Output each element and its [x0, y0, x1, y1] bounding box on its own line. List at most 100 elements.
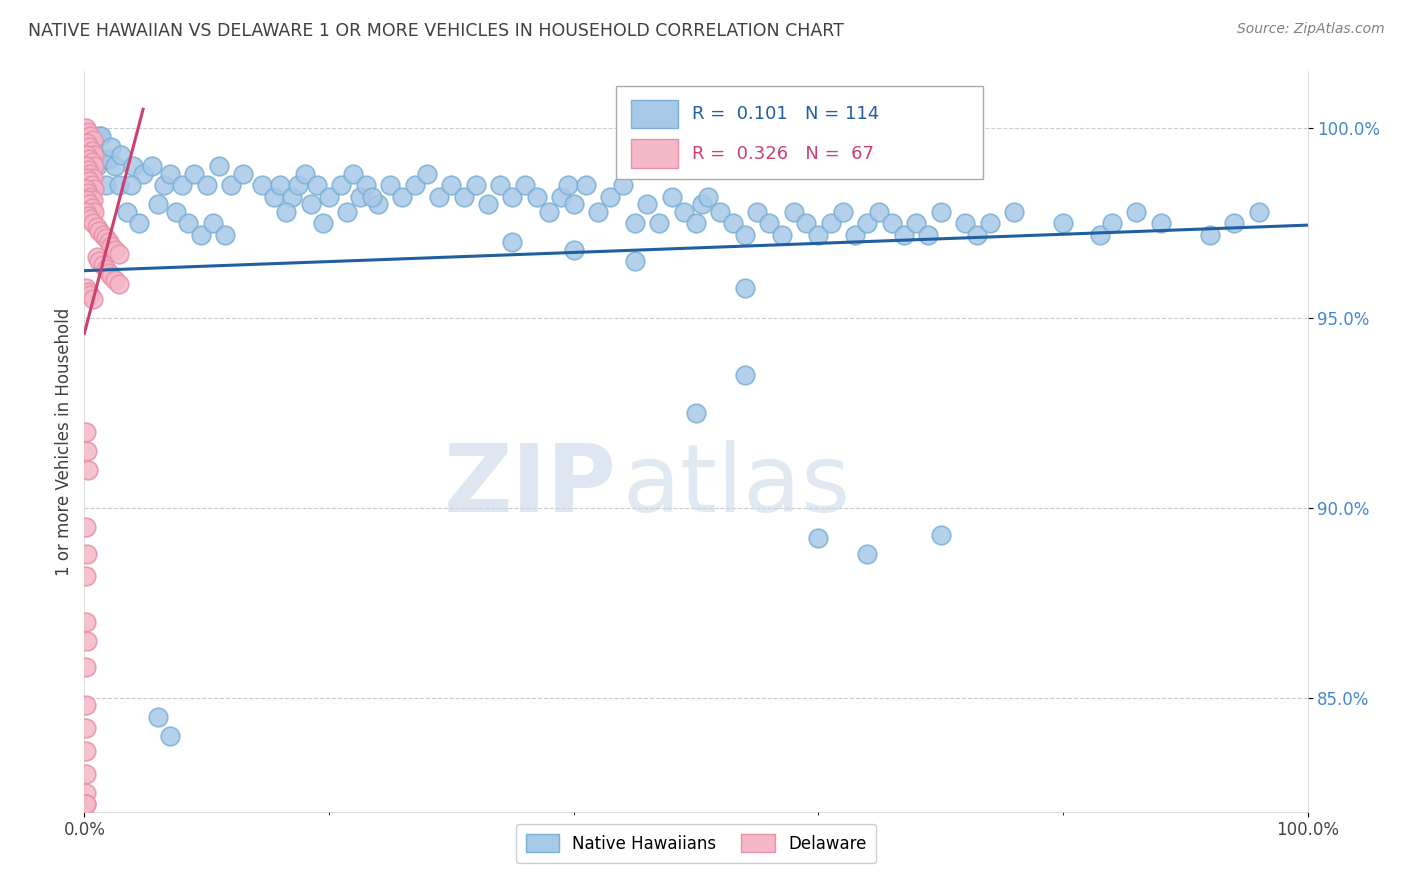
- Point: [330, 178, 353, 193]
- Point: [276, 204, 298, 219]
- Point: [76, 194, 98, 208]
- Point: [107, 178, 129, 193]
- Point: [1052, 216, 1074, 230]
- Point: [538, 204, 561, 219]
- Point: [636, 197, 658, 211]
- Point: [86, 159, 108, 173]
- FancyBboxPatch shape: [631, 139, 678, 168]
- FancyBboxPatch shape: [616, 87, 983, 178]
- Point: [79, 189, 101, 203]
- Point: [294, 167, 316, 181]
- Point: [502, 189, 524, 203]
- Point: [97, 152, 120, 166]
- Point: [416, 167, 439, 181]
- Point: [104, 159, 127, 173]
- Point: [146, 710, 169, 724]
- Point: [75, 520, 97, 534]
- Point: [77, 209, 100, 223]
- Point: [464, 178, 486, 193]
- Point: [122, 159, 145, 173]
- Point: [87, 128, 110, 143]
- Point: [380, 178, 402, 193]
- Point: [917, 227, 939, 242]
- Point: [214, 227, 236, 242]
- Point: [685, 216, 707, 230]
- Point: [159, 729, 181, 743]
- Point: [172, 178, 194, 193]
- Legend: Native Hawaiians, Delaware: Native Hawaiians, Delaware: [516, 824, 876, 863]
- Point: [76, 148, 98, 162]
- Point: [82, 194, 104, 208]
- Point: [734, 368, 756, 383]
- Point: [929, 527, 952, 541]
- Point: [80, 201, 103, 215]
- Point: [734, 227, 756, 242]
- Point: [83, 148, 105, 162]
- Point: [76, 444, 98, 458]
- Point: [966, 227, 988, 242]
- Point: [770, 227, 793, 242]
- Point: [75, 797, 97, 811]
- Point: [83, 182, 105, 196]
- Point: [83, 204, 105, 219]
- Point: [513, 178, 536, 193]
- Point: [502, 235, 524, 250]
- Point: [146, 197, 169, 211]
- Point: [100, 239, 122, 253]
- Point: [77, 140, 100, 154]
- Point: [557, 178, 579, 193]
- Point: [76, 633, 98, 648]
- Point: [104, 243, 127, 257]
- Y-axis label: 1 or more Vehicles in Household: 1 or more Vehicles in Household: [55, 308, 73, 575]
- Text: R =  0.326   N =  67: R = 0.326 N = 67: [692, 145, 875, 162]
- Point: [79, 128, 101, 143]
- Point: [75, 615, 97, 629]
- Point: [87, 224, 110, 238]
- Point: [77, 186, 100, 200]
- Point: [312, 216, 335, 230]
- Point: [82, 133, 104, 147]
- Point: [526, 189, 548, 203]
- Text: atlas: atlas: [623, 440, 851, 532]
- Point: [354, 178, 377, 193]
- Point: [77, 152, 100, 166]
- Point: [953, 216, 976, 230]
- Point: [76, 170, 98, 185]
- Point: [1088, 227, 1111, 242]
- Point: [575, 178, 598, 193]
- Point: [86, 251, 108, 265]
- Point: [648, 216, 671, 230]
- Point: [104, 273, 127, 287]
- Point: [132, 167, 155, 181]
- Text: NATIVE HAWAIIAN VS DELAWARE 1 OR MORE VEHICLES IN HOUSEHOLD CORRELATION CHART: NATIVE HAWAIIAN VS DELAWARE 1 OR MORE VE…: [28, 22, 844, 40]
- Point: [82, 170, 104, 185]
- Point: [75, 159, 97, 173]
- Point: [100, 140, 122, 154]
- Point: [305, 178, 328, 193]
- Point: [75, 569, 97, 583]
- Point: [599, 189, 621, 203]
- Point: [75, 204, 97, 219]
- Point: [75, 766, 97, 780]
- Point: [100, 269, 122, 284]
- Point: [110, 148, 132, 162]
- Point: [75, 182, 97, 196]
- Point: [75, 721, 97, 735]
- Point: [77, 125, 100, 139]
- Text: Source: ZipAtlas.com: Source: ZipAtlas.com: [1237, 22, 1385, 37]
- Point: [783, 204, 806, 219]
- Point: [856, 547, 879, 561]
- Point: [856, 216, 879, 230]
- Point: [75, 797, 97, 811]
- Point: [93, 152, 115, 166]
- Point: [208, 159, 231, 173]
- Point: [80, 155, 103, 169]
- Point: [82, 292, 104, 306]
- Point: [831, 204, 853, 219]
- Point: [1150, 216, 1173, 230]
- Point: [349, 189, 371, 203]
- Point: [77, 163, 100, 178]
- Point: [77, 174, 100, 188]
- Point: [96, 261, 118, 276]
- Point: [893, 227, 915, 242]
